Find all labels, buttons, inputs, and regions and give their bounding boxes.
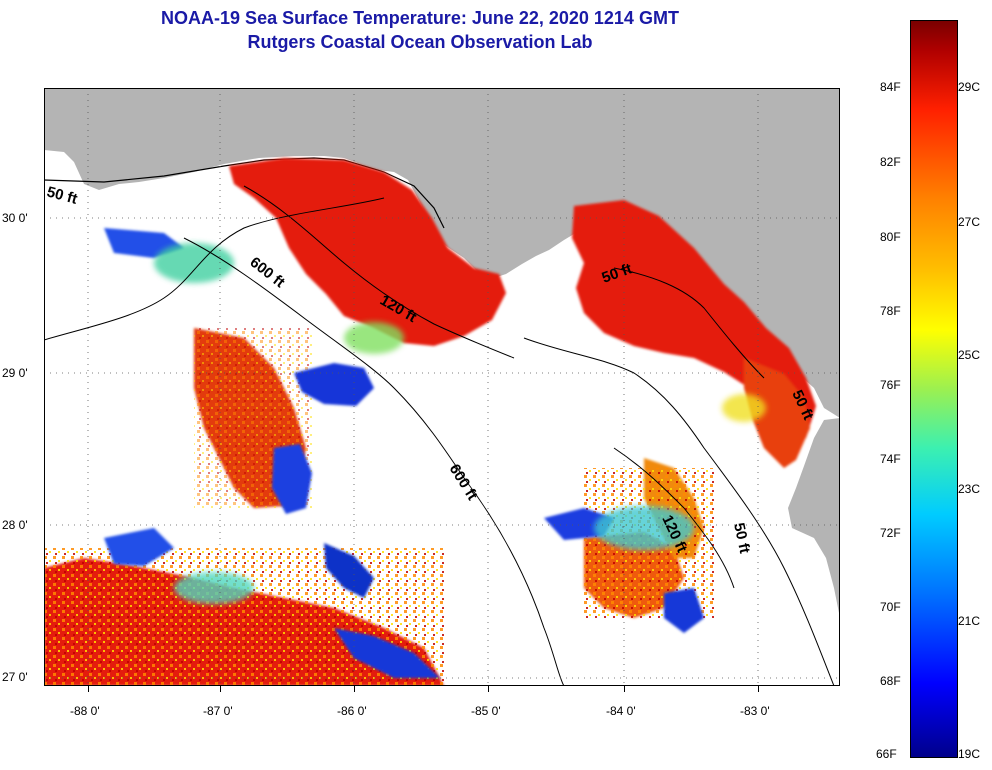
colorbar-f-label: 70F: [880, 600, 901, 614]
map-frame: [44, 88, 840, 686]
colorbar-c-label: 25C: [958, 348, 981, 362]
colorbar-f-label: 80F: [880, 230, 901, 244]
lat-lon-grid: [44, 88, 840, 686]
colorbar-f-label: 66F: [876, 747, 897, 761]
y-tick-label: 28 0': [2, 518, 28, 532]
map-title: NOAA-19 Sea Surface Temperature: June 22…: [161, 8, 679, 28]
land-north: [44, 88, 840, 418]
y-tick-label: 29 0': [2, 366, 28, 380]
sst-cool-layer: [104, 228, 704, 678]
colorbar-f-label: 82F: [880, 155, 901, 169]
colorbar-c-label: 21C: [958, 614, 981, 628]
colorbar-c-label: 19C: [958, 747, 981, 761]
x-tick-label: -87 0': [203, 704, 233, 718]
colorbar-f-label: 72F: [880, 526, 901, 540]
sst-map: 50 ft 600 ft 120 ft 600 ft 120 ft 50 ft …: [44, 88, 840, 686]
temperature-colorbar: [910, 20, 958, 758]
colorbar-c-label: 27C: [958, 215, 981, 229]
sst-mid-layer: [154, 243, 766, 604]
colorbar-f-label: 68F: [880, 674, 901, 688]
y-tick-label: 27 0': [2, 670, 28, 684]
x-tick-label: -85 0': [471, 704, 501, 718]
depth-contours: [44, 185, 835, 686]
x-tick-label: -88 0': [70, 704, 100, 718]
contour-label: 50 ft: [730, 521, 753, 555]
x-tick-label: -84 0': [606, 704, 636, 718]
y-tick-label: 30 0': [2, 211, 28, 225]
x-tick-label: -86 0': [337, 704, 367, 718]
barrier-islands: [44, 157, 445, 229]
colorbar-f-label: 76F: [880, 378, 901, 392]
x-tick-label: -83 0': [740, 704, 770, 718]
colorbar-f-label: 84F: [880, 80, 901, 94]
colorbar-c-label: 29C: [958, 80, 981, 94]
colorbar-c-label: 23C: [958, 482, 981, 496]
map-subtitle: Rutgers Coastal Ocean Observation Lab: [247, 32, 593, 52]
colorbar-f-label: 74F: [880, 452, 901, 466]
colorbar-f-label: 78F: [880, 304, 901, 318]
land-east: [788, 418, 840, 618]
